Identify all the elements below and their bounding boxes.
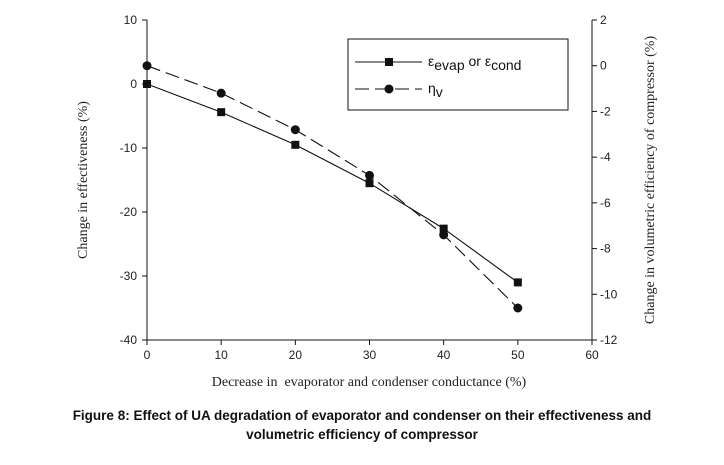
x-tick-label: 60 <box>585 348 599 362</box>
series-2-point <box>216 88 226 98</box>
right-tick-label: -6 <box>600 196 611 210</box>
right-tick-label: -10 <box>600 287 618 301</box>
series-2-point <box>142 61 152 71</box>
left-tick-label: 0 <box>130 77 137 91</box>
series-line-2 <box>146 65 519 309</box>
left-tick-label: -40 <box>120 333 138 347</box>
legend-box <box>347 38 569 111</box>
left-axis-title: Change in effectiveness (%) <box>76 101 91 259</box>
ticks: 0 10 20 30 40 50 60100-10-20-30-4020-2-4-6-8-1… <box>120 13 618 362</box>
x-axis-title: Decrease in evaporator and condenser con… <box>212 375 527 390</box>
right-tick-label: 0 <box>600 59 607 73</box>
legend-marker-series-2 <box>384 84 394 94</box>
series-1-point <box>439 224 448 233</box>
series-2-point <box>439 230 449 240</box>
right-tick-label: -12 <box>600 333 618 347</box>
left-tick-label: 10 <box>124 13 138 27</box>
right-tick-label: 2 <box>600 13 607 27</box>
x-tick-label: 40 <box>437 348 451 362</box>
right-tick-label: -8 <box>600 242 611 256</box>
series-1-point <box>365 179 374 188</box>
series-1-point <box>513 278 522 287</box>
legend-label-series-2: ηv <box>428 80 443 100</box>
x-tick-label: 50 <box>511 348 525 362</box>
series-2-point <box>513 303 523 313</box>
x-tick-label: 20 <box>289 348 303 362</box>
series-line-1 <box>146 83 519 283</box>
series-1-point <box>217 108 226 117</box>
x-tick-label: 30 <box>363 348 377 362</box>
figure-caption: Figure 8: Effect of UA degradation of ev… <box>0 406 724 444</box>
series-2-point <box>365 170 374 180</box>
series-1-point <box>143 80 151 88</box>
series <box>142 61 523 313</box>
legend: εevap or εcond ηv <box>347 38 569 111</box>
left-tick-label: -20 <box>120 205 138 219</box>
legend-marker-series-1 <box>385 58 393 66</box>
right-tick-label: -4 <box>600 150 611 164</box>
series-2-point <box>290 125 300 135</box>
series-1-point <box>291 140 300 149</box>
caption-line-1: Figure 8: Effect of UA degradation of ev… <box>72 408 652 423</box>
caption-line-2: volumetric efficiency of compressor <box>246 427 478 442</box>
left-tick-label: -10 <box>120 141 138 155</box>
chart: 0 10 20 30 40 50 60100-10-20-30-4020-2-4-6-8-1… <box>76 13 658 390</box>
right-axis-title: Change in volumetric efficiency of compr… <box>643 36 658 325</box>
legend-label-series-1: εevap or εcond <box>428 53 521 73</box>
left-tick-label: -30 <box>120 269 138 283</box>
x-tick-label: 10 <box>214 348 228 362</box>
right-tick-label: -2 <box>600 104 611 118</box>
x-tick-label: 0 <box>144 348 151 362</box>
